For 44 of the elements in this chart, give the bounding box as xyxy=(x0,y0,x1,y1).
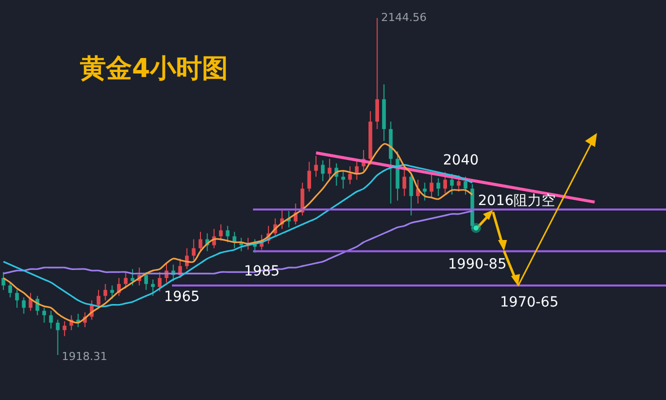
candlestick xyxy=(341,170,346,190)
candlestick xyxy=(49,310,53,330)
candlestick xyxy=(158,272,162,292)
candlestick xyxy=(300,182,304,216)
annotation: 2144.56 xyxy=(381,10,427,24)
candlestick xyxy=(144,272,148,290)
candlestick xyxy=(110,284,114,300)
candlestick xyxy=(8,282,12,298)
candlestick xyxy=(22,296,26,314)
candlestick xyxy=(307,161,312,192)
annotation: 2040 xyxy=(443,152,479,168)
candlestick xyxy=(192,238,196,261)
candlestick xyxy=(103,283,108,301)
candlestick xyxy=(464,176,468,196)
candlestick xyxy=(443,172,447,194)
ref-line-label: 2016阻力空 xyxy=(478,193,556,210)
candlestick xyxy=(436,178,440,197)
candlestick xyxy=(62,320,66,337)
candlestick xyxy=(15,289,19,308)
candlestick xyxy=(422,182,427,202)
candlestick xyxy=(450,173,454,196)
candlestick xyxy=(130,268,134,286)
annotation: 1970-65 xyxy=(500,294,558,311)
annotation: 1990-85 xyxy=(448,256,506,273)
text: 黄金4小时图 xyxy=(79,54,228,84)
candlestick xyxy=(409,172,414,216)
candlestick xyxy=(96,289,100,308)
candlestick xyxy=(348,166,352,185)
candlestick xyxy=(124,272,128,289)
candlestick xyxy=(430,173,434,198)
candlestick xyxy=(151,278,155,296)
candlestick xyxy=(28,292,32,312)
candlestick xyxy=(2,272,6,290)
annotation: 1918.31 xyxy=(62,350,108,363)
candlestick xyxy=(456,174,461,192)
candlestick xyxy=(226,225,230,243)
candlestick xyxy=(56,319,60,356)
annotation: 1965 xyxy=(164,289,200,306)
candlestick xyxy=(219,224,223,242)
candlestick xyxy=(198,231,202,252)
candlestick xyxy=(402,167,406,197)
candlestick xyxy=(375,18,380,130)
candlestick xyxy=(328,158,332,180)
candlestick xyxy=(314,155,318,178)
